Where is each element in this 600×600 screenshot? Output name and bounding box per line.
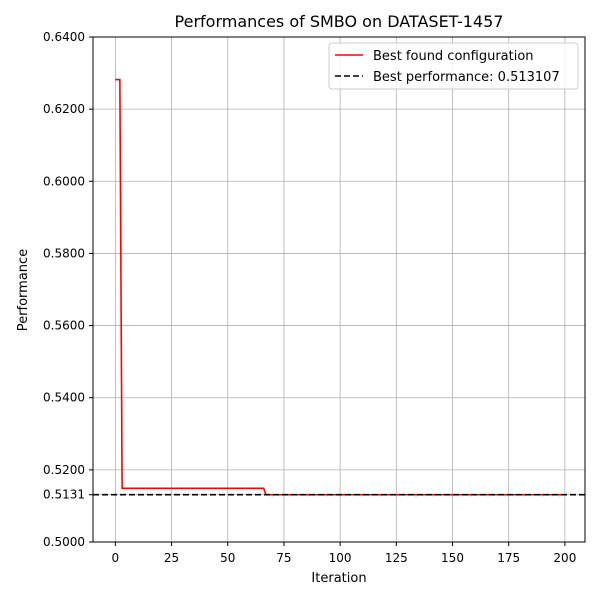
legend-label-best-found: Best found configuration <box>373 49 534 64</box>
y-tick-label-0: 0.5000 <box>43 535 85 549</box>
x-tick-label-2: 50 <box>220 551 235 565</box>
y-axis-title: Performance <box>16 249 31 331</box>
x-tick-label-7: 175 <box>497 551 520 565</box>
legend-label-best-performance: Best performance: 0.513107 <box>373 70 560 85</box>
x-tick-label-3: 75 <box>276 551 291 565</box>
x-tick-label-6: 150 <box>441 551 464 565</box>
y-tick-label-4: 0.5600 <box>43 319 85 333</box>
series-layer <box>93 78 585 496</box>
ticks-layer: 0 25 50 75 100 125 150 175 200 0.5000 0.5131 0.5200… <box>43 30 576 565</box>
x-tick-label-5: 125 <box>385 551 408 565</box>
y-tick-label-1: 0.5131 <box>43 488 85 502</box>
y-tick-label-6: 0.6000 <box>43 174 85 188</box>
plot-frame <box>92 36 586 543</box>
legend: Best found configuration Best performanc… <box>328 42 579 90</box>
x-tick-label-8: 200 <box>553 551 576 565</box>
legend-box <box>328 42 579 90</box>
x-tick-label-0: 0 <box>112 551 120 565</box>
y-tick-label-5: 0.5800 <box>43 246 85 260</box>
y-tick-label-8: 0.6400 <box>43 30 85 44</box>
x-tick-label-4: 100 <box>329 551 352 565</box>
x-axis-title: Iteration <box>311 571 366 586</box>
y-tick-label-7: 0.6200 <box>43 102 85 116</box>
y-tick-label-2: 0.5200 <box>43 463 85 477</box>
x-tick-label-1: 25 <box>164 551 179 565</box>
series-best-found-line <box>115 78 563 496</box>
chart-title: Performances of SMBO on DATASET-1457 <box>175 12 504 31</box>
y-tick-label-3: 0.5400 <box>43 391 85 405</box>
axes-layer <box>92 36 586 543</box>
